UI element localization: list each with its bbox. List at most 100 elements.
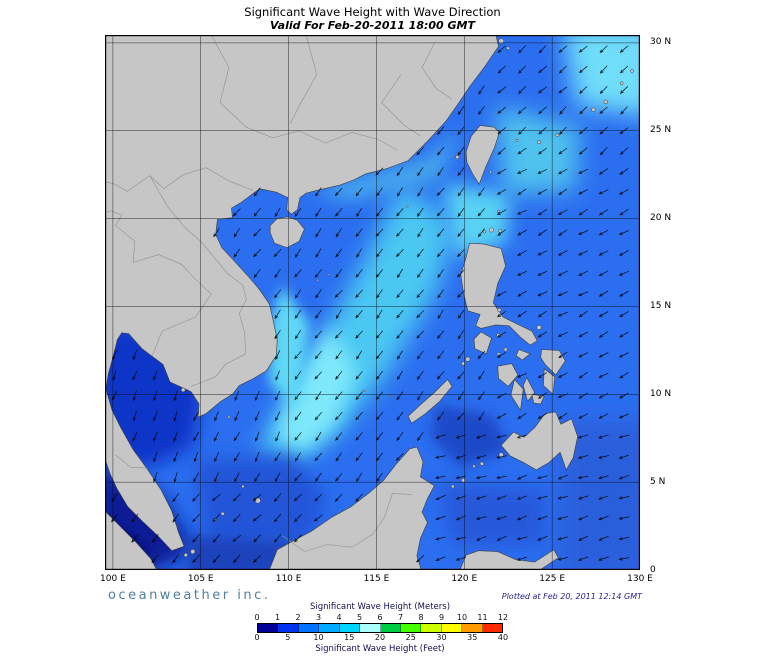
legend-feet-tick: 10 (313, 633, 324, 642)
island (489, 227, 494, 233)
legend-feet-tick: 30 (436, 633, 447, 642)
legend-color-segment (380, 624, 401, 632)
island (497, 307, 502, 313)
legend-meters-tick: 4 (336, 613, 342, 622)
country-border (290, 35, 318, 124)
lat-tick-label: 5 N (650, 476, 666, 487)
lat-tick-label: 15 N (650, 300, 672, 311)
island (472, 464, 476, 468)
legend-meters-tick: 7 (397, 613, 404, 622)
island (503, 347, 508, 352)
legend-meters-tick: 3 (315, 613, 322, 622)
plotted-timestamp: Plotted at Feb 20, 2011 12:14 GMT (501, 592, 642, 601)
legend-feet-tick: 20 (374, 633, 386, 642)
island (536, 325, 542, 330)
legend-color-segment (360, 624, 381, 632)
island (316, 278, 319, 282)
island (461, 361, 466, 366)
lon-tick-label: 100 E (100, 574, 126, 584)
legend-feet-tick: 0 (254, 633, 260, 642)
latitude-axis: 30 N 25 N 20 N 15 N 10 N 5 N 0 (648, 35, 693, 575)
legend-color-segment (400, 624, 422, 632)
land-sulawesi (459, 549, 559, 570)
country-border (105, 210, 212, 356)
island (630, 69, 634, 73)
island (515, 138, 519, 142)
legend-feet-tick: 15 (344, 633, 355, 642)
oceanweather-brand-text: oceanweather inc. (108, 588, 271, 603)
land-negros (510, 378, 524, 411)
island (465, 356, 471, 362)
island (451, 484, 455, 489)
legend-color-segment (441, 624, 463, 632)
island (405, 205, 409, 208)
lat-tick-label: 25 N (650, 125, 672, 136)
land-asia (105, 35, 499, 552)
legend-feet-tick: 35 (467, 633, 478, 642)
land-cebu (522, 376, 535, 402)
country-border (149, 175, 247, 387)
country-border (115, 454, 148, 469)
chart-valid-time: Valid For Feb-20-2011 18:00 GMT (270, 19, 475, 32)
legend-meters-title: Significant Wave Height (Meters) (309, 602, 451, 612)
land-mindanao (500, 411, 578, 471)
country-border (211, 35, 398, 151)
graticule (105, 35, 640, 570)
island (537, 140, 541, 145)
land-luzon (460, 242, 538, 346)
country-border (421, 42, 453, 100)
legend-meters-tick: 0 (254, 613, 260, 622)
lon-tick-label: 110 E (275, 574, 302, 584)
legend-meters-tick: 10 (456, 613, 468, 622)
island (482, 230, 487, 234)
legend-meters-tick: 6 (377, 613, 383, 622)
lon-tick-label: 130 E (627, 574, 653, 584)
island (180, 387, 186, 393)
legend-color-segment (298, 624, 320, 632)
lat-tick-label: 0 (650, 564, 656, 575)
legend-meters-ticks: 0 1 2 3 4 5 6 7 8 9 10 11 12 (254, 613, 508, 623)
island (327, 273, 331, 277)
island (363, 389, 366, 392)
wave-direction-arrows (111, 45, 630, 564)
chart-title: Significant Wave Height with Wave Direct… (244, 5, 501, 19)
island (220, 511, 225, 516)
land-sumatra (105, 510, 158, 570)
longitude-axis: 100 E 105 E 110 E 115 E 120 E 125 E 130 E (100, 574, 653, 586)
island (479, 461, 484, 466)
legend-color-segment (339, 624, 361, 632)
legend-meters-tick: 2 (295, 613, 301, 622)
map-plot-area (105, 35, 640, 570)
land-hainan (269, 216, 305, 248)
lat-tick-label: 30 N (650, 37, 672, 48)
legend-feet-tick: 40 (497, 633, 509, 642)
legend-color-segment (258, 624, 279, 632)
land-layer (105, 35, 634, 570)
island (498, 229, 503, 233)
island (455, 155, 460, 160)
plot-frame (105, 35, 640, 570)
island (619, 81, 624, 86)
land-mindoro (473, 331, 492, 355)
land-panay (497, 363, 519, 387)
land-samar (540, 349, 566, 376)
country-border (105, 167, 254, 192)
land-borneo (268, 446, 435, 570)
land-palawan (407, 378, 453, 424)
legend-feet-tick: 5 (285, 633, 291, 642)
island (498, 38, 504, 44)
legend-meters-tick: 12 (497, 613, 509, 622)
island (183, 553, 188, 558)
island (190, 549, 196, 555)
legend-color-segment (319, 624, 340, 632)
legend-color-segment (278, 624, 299, 632)
legend-feet-tick: 25 (405, 633, 416, 642)
island (506, 46, 510, 50)
island (255, 497, 261, 504)
island (603, 99, 608, 104)
lat-tick-label: 10 N (650, 388, 672, 399)
island (555, 133, 560, 137)
legend-meters-tick: 11 (477, 613, 488, 622)
